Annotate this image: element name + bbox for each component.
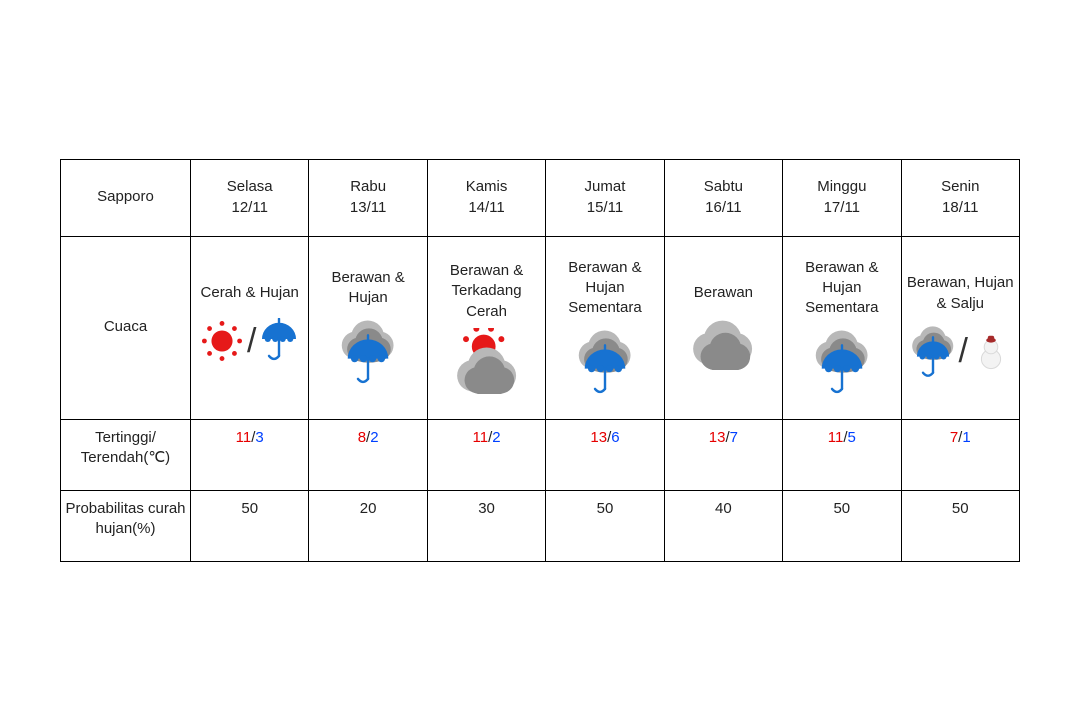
cloud-icon: [690, 311, 756, 370]
weather-icon-group: [787, 325, 896, 398]
weather-label: Berawan & Hujan: [313, 268, 422, 309]
temp-high: 11: [473, 429, 489, 446]
temp-cell: 11/3: [191, 419, 309, 490]
temp-cell: 7/1: [901, 419, 1019, 490]
weather-row-label: Cuaca: [61, 236, 191, 419]
day-date: 18/11: [906, 198, 1015, 218]
temp-low: 7: [730, 429, 738, 446]
temp-low: 3: [255, 429, 263, 446]
weather-label: Cerah & Hujan: [195, 283, 304, 303]
temp-cell: 11/5: [783, 419, 901, 490]
rain-cell: 50: [901, 490, 1019, 561]
temp-high: 13: [590, 429, 607, 446]
temp-high: 11: [828, 429, 844, 446]
day-header: Jumat 15/11: [546, 159, 664, 236]
temp-low: 6: [611, 429, 619, 446]
weather-label: Berawan: [669, 283, 778, 303]
weather-label: Berawan & Hujan Sementara: [550, 258, 659, 319]
weather-icon-group: [432, 328, 541, 394]
day-name: Jumat: [550, 177, 659, 197]
rain-cell: 20: [309, 490, 427, 561]
slash-divider-icon: /: [959, 334, 968, 368]
rain-cell: 50: [191, 490, 309, 561]
slash-divider-icon: /: [247, 324, 256, 358]
weather-cell: Berawan & Hujan Sementara: [783, 236, 901, 419]
weather-cell: Berawan & Hujan: [309, 236, 427, 419]
temp-low: 5: [848, 429, 856, 446]
weather-icon-group: /: [195, 310, 304, 372]
rain-cell: 30: [427, 490, 545, 561]
temp-high: 13: [709, 429, 726, 446]
temp-high: 8: [358, 429, 366, 446]
weather-icon-group: /: [906, 320, 1015, 382]
rain-cell: 40: [664, 490, 782, 561]
cloud-rain-icon: [910, 322, 956, 380]
rain-cell: 50: [546, 490, 664, 561]
weather-forecast-table: Sapporo Selasa 12/11 Rabu 13/11 Kamis 14…: [60, 159, 1020, 562]
weather-cell: Berawan, Hujan & Salju /: [901, 236, 1019, 419]
weather-icon-group: [550, 325, 659, 398]
weather-cell: Berawan: [664, 236, 782, 419]
temp-row-label: Tertinggi/ Terendah(℃): [61, 419, 191, 490]
weather-table-body: Sapporo Selasa 12/11 Rabu 13/11 Kamis 14…: [61, 159, 1020, 561]
umbrella-icon: [259, 318, 299, 364]
day-name: Minggu: [787, 177, 896, 197]
day-date: 12/11: [195, 198, 304, 218]
day-header: Senin 18/11: [901, 159, 1019, 236]
temp-high: 11: [236, 429, 252, 446]
weather-label: Berawan & Hujan Sementara: [787, 258, 896, 319]
day-date: 17/11: [787, 198, 896, 218]
day-name: Sabtu: [669, 177, 778, 197]
day-date: 15/11: [550, 198, 659, 218]
day-name: Selasa: [195, 177, 304, 197]
snowman-icon: [971, 331, 1011, 371]
temp-cell: 13/6: [546, 419, 664, 490]
day-header: Minggu 17/11: [783, 159, 901, 236]
day-name: Senin: [906, 177, 1015, 197]
day-date: 13/11: [313, 198, 422, 218]
day-date: 14/11: [432, 198, 541, 218]
weather-cell: Cerah & Hujan /: [191, 236, 309, 419]
rain-cell: 50: [783, 490, 901, 561]
weather-icon-group: [313, 315, 422, 388]
day-date: 16/11: [669, 198, 778, 218]
rain-row-label: Probabilitas curah hujan(%): [61, 490, 191, 561]
cloud-rain-icon: [813, 325, 871, 398]
day-header: Rabu 13/11: [309, 159, 427, 236]
temp-cell: 8/2: [309, 419, 427, 490]
temp-low: 2: [492, 429, 500, 446]
weather-icon-group: [669, 310, 778, 372]
day-header: Sabtu 16/11: [664, 159, 782, 236]
temp-high: 7: [950, 429, 958, 446]
day-name: Kamis: [432, 177, 541, 197]
temp-low: 2: [370, 429, 378, 446]
weather-label: Berawan & Terkadang Cerah: [432, 261, 541, 322]
temp-low: 1: [962, 429, 970, 446]
cloud-sun-icon: [454, 328, 520, 394]
weather-cell: Berawan & Hujan Sementara: [546, 236, 664, 419]
sun-icon: [200, 319, 244, 363]
day-header: Selasa 12/11: [191, 159, 309, 236]
location-header: Sapporo: [61, 159, 191, 236]
temp-cell: 13/7: [664, 419, 782, 490]
weather-cell: Berawan & Terkadang Cerah: [427, 236, 545, 419]
day-name: Rabu: [313, 177, 422, 197]
temp-cell: 11/2: [427, 419, 545, 490]
cloud-rain-icon: [576, 325, 634, 398]
day-header: Kamis 14/11: [427, 159, 545, 236]
weather-label: Berawan, Hujan & Salju: [906, 273, 1015, 314]
cloud-rain-icon: [339, 315, 397, 388]
